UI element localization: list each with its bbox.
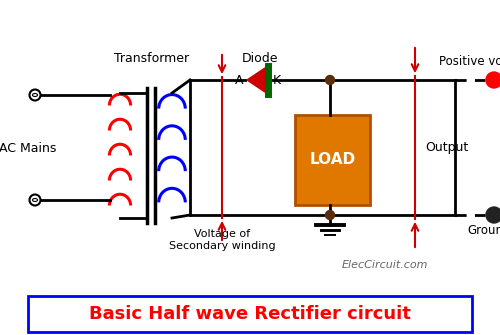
Text: Output: Output <box>425 141 468 154</box>
Circle shape <box>486 207 500 223</box>
Text: LOAD: LOAD <box>310 152 356 168</box>
Text: Transformer: Transformer <box>114 52 190 65</box>
Text: +: + <box>488 73 500 86</box>
Circle shape <box>326 210 334 219</box>
FancyBboxPatch shape <box>28 296 472 332</box>
Circle shape <box>326 75 334 84</box>
Text: Positive voltage: Positive voltage <box>439 56 500 68</box>
Text: Diode: Diode <box>242 52 278 65</box>
Text: AC Mains: AC Mains <box>0 141 56 154</box>
Text: A: A <box>234 73 243 86</box>
Text: Ground: Ground <box>467 224 500 238</box>
FancyBboxPatch shape <box>295 115 370 205</box>
Text: ElecCircuit.com: ElecCircuit.com <box>342 260 428 270</box>
Text: K: K <box>272 73 280 86</box>
Text: −: − <box>488 207 500 222</box>
Text: Voltage of
Secondary winding: Voltage of Secondary winding <box>168 229 276 251</box>
Polygon shape <box>247 67 266 93</box>
Circle shape <box>486 72 500 88</box>
Text: Basic Half wave Rectifier circuit: Basic Half wave Rectifier circuit <box>89 305 411 323</box>
